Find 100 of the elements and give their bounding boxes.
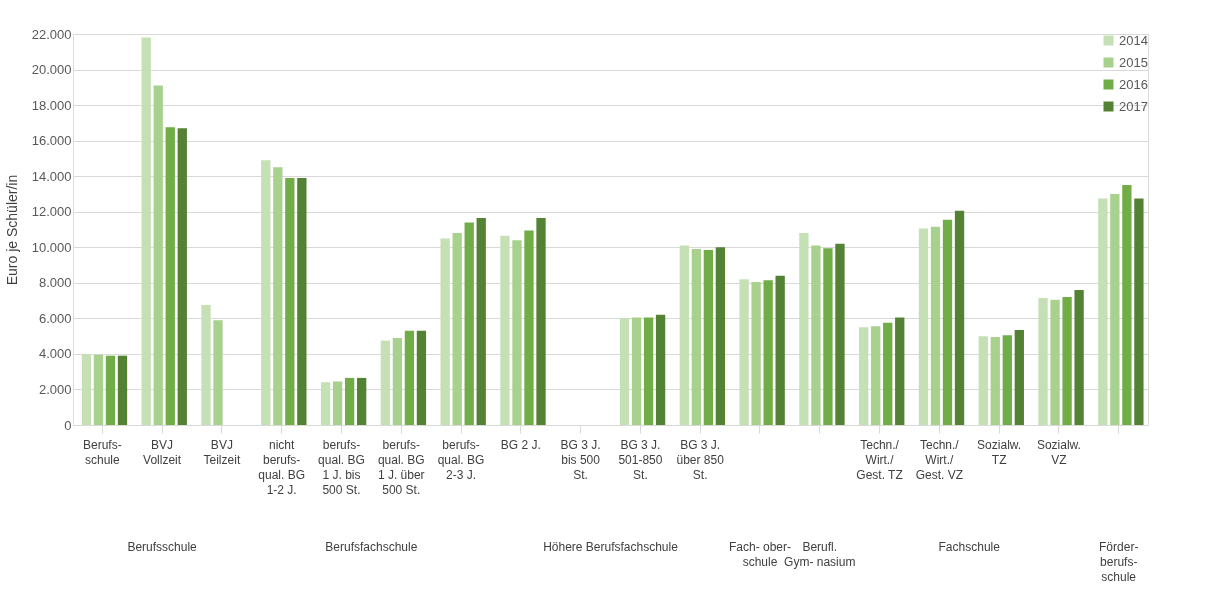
bar — [643, 317, 654, 425]
text: Höhere Berufsfachschule — [543, 540, 679, 554]
x-tick-label: BVJ Teilzeit — [203, 437, 241, 467]
bar — [739, 279, 749, 425]
bar — [117, 355, 128, 425]
bar — [524, 230, 534, 425]
bar — [631, 317, 642, 425]
x-tick-label: BG 3 J. über 850 St. — [676, 437, 725, 482]
x-tick-label: Berufs- schule — [82, 437, 122, 467]
bar — [464, 222, 474, 425]
bar — [1050, 299, 1060, 425]
bar — [811, 245, 821, 425]
legend-label: 2015 — [1119, 54, 1148, 70]
y-tick-label: 18.000 — [31, 97, 72, 113]
bar — [332, 381, 343, 425]
x-tick-label: Sozialw. TZ — [977, 437, 1022, 467]
bar — [930, 226, 941, 425]
text: Berufsfachschule — [325, 540, 418, 554]
x-tick-label: berufs- qual. BG 2-3 J. — [437, 437, 485, 482]
bar — [619, 318, 630, 425]
bar — [81, 353, 92, 425]
bar — [895, 317, 905, 425]
bar — [990, 337, 1000, 425]
bar — [297, 177, 307, 425]
bar — [799, 233, 809, 425]
bar — [1134, 198, 1144, 425]
x-tick-label: BVJ Vollzeit — [143, 437, 182, 467]
bar — [751, 281, 761, 425]
y-tick-label: 10.000 — [31, 239, 72, 255]
y-tick-label: 6.000 — [38, 310, 72, 326]
legend-label: 2016 — [1119, 76, 1148, 92]
bar — [691, 249, 701, 425]
y-tick-label: 4.000 — [38, 346, 72, 362]
bar — [512, 240, 522, 425]
y-tick-label: 8.000 — [38, 275, 72, 291]
bar — [835, 243, 845, 425]
bar — [536, 217, 546, 425]
bar — [141, 37, 151, 425]
bar — [500, 235, 510, 425]
bar — [165, 127, 175, 425]
x-tick-label: Techn./ Wirt./ Gest. TZ — [856, 437, 903, 482]
x-tick-label: BG 3 J. bis 500 St. — [560, 437, 601, 482]
bar — [954, 210, 965, 425]
bar — [392, 337, 403, 425]
x-tick-label: berufs- qual. BG 1 J. über 500 St. — [377, 437, 425, 497]
bar — [1098, 198, 1108, 425]
bar — [153, 85, 163, 425]
x-tick-label: Techn./ Wirt./ Gest. VZ — [915, 437, 964, 482]
y-tick-label: 22.000 — [31, 26, 72, 42]
legend-label: 2014 — [1119, 32, 1148, 48]
text: Förder- berufs- schule — [1099, 540, 1139, 584]
bar — [356, 377, 367, 425]
x-tick-label: nicht berufs- qual. BG 1-2 J. — [258, 437, 306, 497]
bar — [978, 336, 988, 425]
bar — [1038, 297, 1048, 425]
bar — [476, 217, 486, 425]
bar — [344, 377, 355, 425]
bar — [201, 305, 211, 425]
bar — [285, 177, 295, 425]
bar — [918, 228, 929, 425]
bar — [871, 326, 881, 425]
y-tick-label: 14.000 — [31, 168, 72, 184]
bar — [859, 327, 869, 425]
x-tick-label: BG 2 J. — [500, 437, 541, 452]
bar — [261, 160, 271, 425]
bar — [320, 382, 331, 425]
x-tick-label: berufs- qual. BG 1 J. bis 500 St. — [318, 437, 365, 497]
y-tick-label: 12.000 — [31, 204, 72, 220]
x-tick-label: Sozialw. VZ — [1036, 437, 1081, 467]
bar — [380, 340, 391, 425]
bar — [105, 355, 116, 425]
bar — [715, 247, 726, 425]
bar — [1062, 297, 1072, 425]
bar — [1002, 335, 1012, 425]
y-tick-label: 20.000 — [31, 62, 72, 78]
bar — [213, 320, 223, 425]
bar — [1122, 185, 1132, 425]
y-axis-title: Euro je Schüler/in — [3, 174, 20, 286]
bar — [775, 275, 785, 425]
y-tick-label: 2.000 — [38, 381, 72, 397]
x-tick-label: BG 3 J. 501-850 St. — [618, 437, 663, 482]
bar — [273, 167, 283, 425]
legend-label: 2017 — [1119, 98, 1148, 114]
bar — [763, 280, 773, 425]
bar — [177, 128, 187, 425]
bar — [1074, 289, 1084, 425]
bar — [440, 238, 450, 425]
text: Fachschule — [938, 540, 1001, 554]
bar — [823, 248, 833, 425]
bar — [452, 233, 462, 425]
bar — [1110, 193, 1120, 425]
bar — [1014, 329, 1024, 425]
bar — [404, 330, 415, 425]
bar — [883, 322, 893, 425]
bar — [679, 245, 689, 425]
text: Berufsschule — [127, 540, 198, 554]
bar — [93, 354, 104, 425]
bar — [703, 249, 714, 425]
y-tick-label: 16.000 — [31, 133, 72, 149]
bar — [655, 314, 666, 425]
